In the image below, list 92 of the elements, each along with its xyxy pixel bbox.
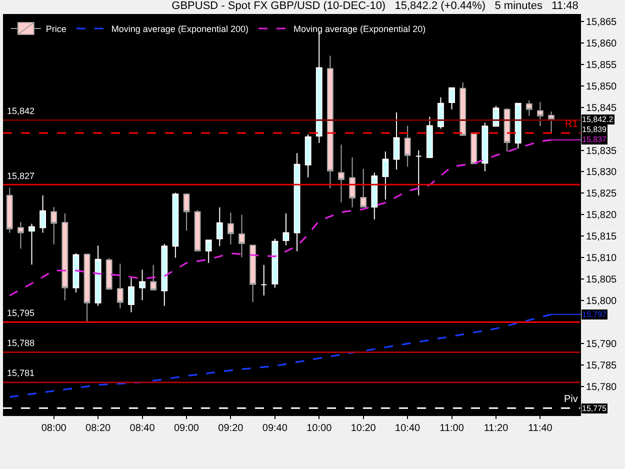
legend-label: Moving average (Exponential 20) (293, 24, 426, 34)
y-tick-label: 15,825 (586, 188, 618, 200)
x-tick-label: 10:20 (350, 423, 376, 434)
y-tick-label: 15,810 (586, 253, 618, 264)
chart-title: GBPUSD - Spot FX GBP/USD (10-DEC-10) 15,842.2 (+0.44%) 5 minutes 11:48 (172, 0, 578, 12)
candlestick (460, 82, 466, 137)
candlestick (349, 157, 356, 208)
candlestick (448, 87, 455, 110)
candlestick (548, 111, 554, 134)
candlestick (514, 102, 522, 150)
candlestick (470, 133, 478, 164)
annotation: 15,827 (7, 171, 35, 181)
annotation: 15,795 (7, 308, 35, 318)
x-tick-label: 08:20 (86, 423, 112, 434)
annotation: 15,788 (7, 338, 35, 348)
y-tick-label: 15,845 (586, 102, 618, 114)
candlestick (172, 192, 179, 258)
x-tick-label: 11:20 (484, 423, 509, 434)
candlestick (128, 277, 134, 313)
y-tick-label: 15,800 (586, 296, 618, 308)
x-tick-label: 11:00 (440, 423, 464, 434)
y-tick-label: 15,815 (586, 232, 618, 243)
legend-label: Price (46, 24, 66, 34)
y-tick-label: 15,830 (586, 167, 618, 178)
x-tick-label: 10:00 (306, 423, 332, 434)
candlestick (228, 212, 234, 245)
data-label: 15,797 (582, 310, 608, 319)
annotation: 15,781 (7, 368, 35, 378)
candlestick (294, 152, 300, 252)
candlestick (238, 214, 245, 258)
candlestick (404, 125, 411, 168)
legend-label: Moving average (Exponential 200) (111, 24, 248, 34)
data-label: 15,837 (582, 135, 608, 144)
candlestick (183, 192, 190, 232)
candlestick (28, 223, 35, 266)
annotation: 15,842 (7, 106, 35, 116)
x-tick-label: 09:40 (262, 423, 288, 434)
candlestick (194, 209, 201, 252)
candlestick (426, 116, 433, 158)
x-tick-label: 08:40 (130, 423, 156, 434)
y-tick-label: 15,850 (586, 81, 618, 92)
y-tick-label: 15,860 (586, 38, 618, 50)
candlestick (250, 244, 256, 302)
candlestick (504, 108, 510, 152)
x-tick-label: 09:20 (218, 423, 244, 434)
candlestick (6, 187, 13, 234)
candlestick (150, 264, 157, 290)
candlestick (50, 206, 58, 245)
annotation: 15,842.2 (582, 115, 614, 124)
candlestick (106, 258, 112, 290)
candlestick (360, 168, 367, 208)
ref-line-label: Piv (564, 394, 578, 405)
x-tick-label: 10:40 (395, 423, 421, 434)
candlestick (282, 212, 290, 246)
candlestick (371, 172, 378, 220)
candlestick (17, 222, 24, 250)
annotation: 15,839 (582, 125, 608, 134)
candlestick (326, 55, 334, 189)
y-tick-label: 15,805 (586, 274, 618, 286)
candlestick (482, 122, 488, 172)
ref-line-label: R1 (565, 119, 578, 130)
y-tick-label: 15,865 (586, 16, 618, 28)
candlestick (161, 243, 168, 306)
y-tick-label: 15,820 (586, 210, 618, 222)
candlestick (393, 112, 400, 170)
candlestick (338, 144, 344, 203)
y-tick-label: 15,780 (586, 382, 618, 394)
candlestick (216, 206, 223, 247)
candlestick (72, 252, 80, 294)
candlestick (84, 254, 90, 322)
y-tick-label: 15,790 (586, 339, 618, 350)
candlestick (415, 150, 422, 196)
candlestick (139, 269, 146, 301)
candlestick (205, 240, 212, 264)
candlestick (116, 263, 124, 309)
x-tick-label: 09:00 (174, 423, 200, 434)
x-tick-label: 08:00 (41, 423, 67, 434)
annotation: 15,775 (582, 404, 608, 413)
candlestick (260, 264, 268, 296)
y-tick-label: 15,835 (586, 146, 618, 157)
candlestick (537, 102, 544, 127)
candlestick (62, 212, 68, 301)
candlestick (382, 151, 389, 200)
candlestick (272, 238, 278, 288)
y-tick-label: 15,855 (586, 60, 618, 71)
candlestick (304, 134, 312, 178)
candlestick (40, 194, 46, 234)
candlestick (94, 245, 102, 306)
y-tick-label: 15,785 (586, 360, 618, 372)
x-tick-label: 11:40 (528, 423, 553, 434)
candlestick (438, 96, 444, 130)
candlestick (526, 100, 532, 116)
